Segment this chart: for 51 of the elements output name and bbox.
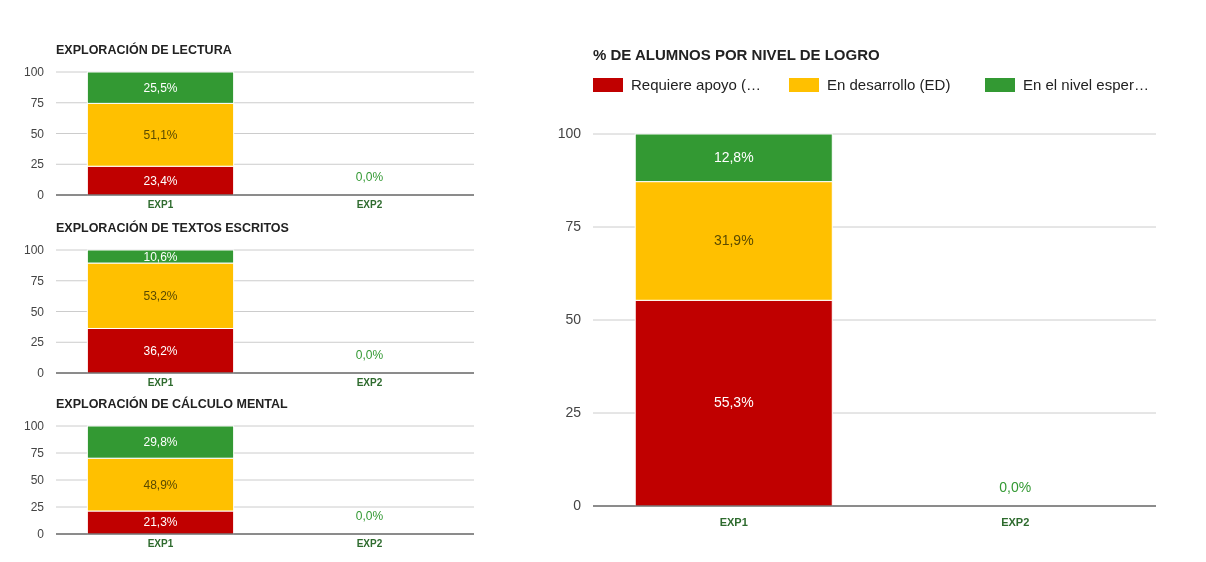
x-tick-label: EXP2 [356, 377, 383, 388]
data-label: 0,0% [355, 170, 384, 184]
data-label: 48,9% [143, 477, 178, 492]
x-tick-label: EXP2 [356, 199, 383, 210]
x-tick-label: EXP1 [147, 538, 174, 549]
data-label: 51,1% [143, 127, 178, 142]
y-tick-label: 0 [37, 366, 45, 380]
data-label: 25,5% [143, 80, 178, 95]
data-label: 53,2% [143, 288, 178, 303]
data-label: 36,2% [143, 343, 178, 358]
y-tick-label: 75 [30, 446, 45, 460]
y-tick-label: 75 [565, 218, 582, 234]
data-label: 10,6% [143, 249, 178, 264]
x-tick-label: EXP2 [356, 538, 383, 549]
y-tick-label: 50 [565, 311, 582, 327]
x-tick-label: EXP1 [719, 516, 748, 528]
data-label: 0,0% [999, 479, 1032, 495]
y-tick-label: 100 [23, 65, 45, 79]
chart-title: EXPLORACIÓN DE LECTURA [56, 42, 232, 57]
data-label: 31,9% [713, 231, 754, 248]
y-tick-label: 0 [37, 527, 45, 541]
y-tick-label: 100 [557, 125, 582, 141]
data-label: 21,3% [143, 515, 178, 530]
y-tick-label: 0 [573, 497, 582, 513]
data-label: 23,4% [143, 173, 178, 188]
y-tick-label: 50 [30, 473, 45, 487]
x-tick-label: EXP2 [1001, 516, 1030, 528]
data-label: 29,8% [143, 435, 178, 450]
chart-title: EXPLORACIÓN DE TEXTOS ESCRITOS [56, 220, 289, 235]
y-tick-label: 100 [23, 243, 45, 257]
chart-title: EXPLORACIÓN DE CÁLCULO MENTAL [56, 396, 289, 411]
y-tick-label: 25 [30, 335, 45, 350]
y-tick-label: 75 [30, 95, 45, 110]
y-tick-label: 25 [30, 500, 45, 514]
data-label: 0,0% [355, 509, 384, 523]
legend-label: En el nivel esper… [1023, 76, 1149, 93]
legend-label: Requiere apoyo (… [631, 76, 762, 93]
y-tick-label: 0 [37, 188, 45, 202]
data-label: 0,0% [355, 348, 384, 362]
y-tick-label: 50 [30, 304, 45, 319]
y-tick-label: 25 [30, 157, 45, 172]
x-tick-label: EXP1 [147, 199, 174, 210]
y-tick-label: 50 [30, 126, 45, 141]
y-tick-label: 25 [565, 404, 582, 420]
data-label: 55,3% [713, 394, 754, 411]
data-label: 12,8% [713, 148, 754, 165]
y-tick-label: 75 [30, 273, 45, 288]
chart-title: % DE ALUMNOS POR NIVEL DE LOGRO [593, 46, 881, 63]
legend-label: En desarrollo (ED) [827, 76, 951, 93]
x-tick-label: EXP1 [147, 377, 174, 388]
y-tick-label: 100 [23, 419, 45, 433]
